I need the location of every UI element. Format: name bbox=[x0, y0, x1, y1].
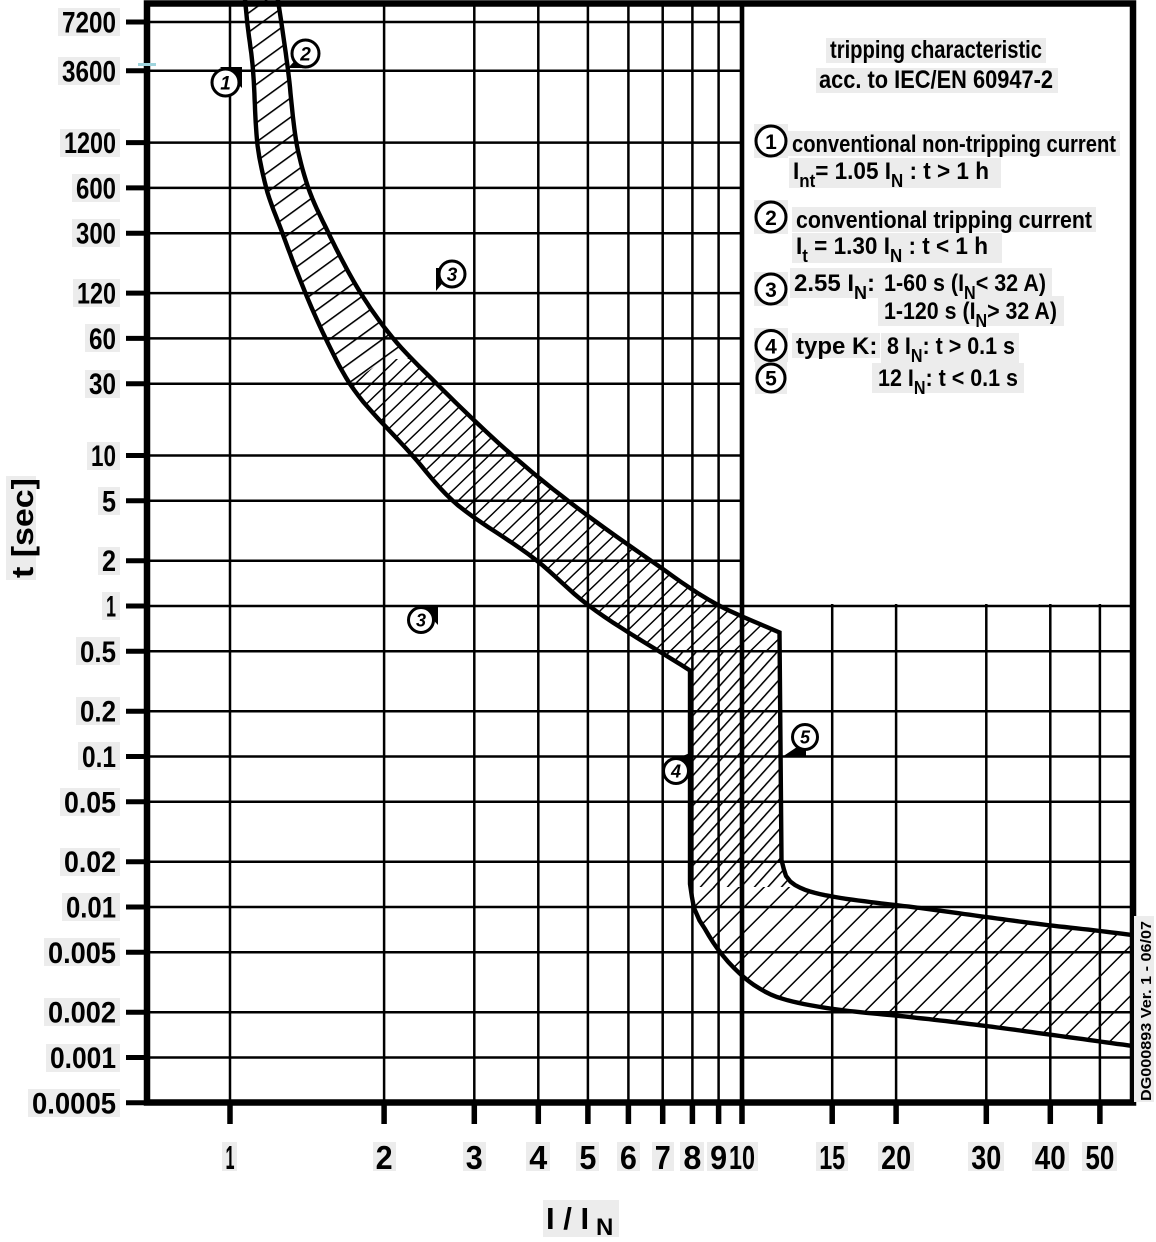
svg-text:30: 30 bbox=[971, 1139, 1001, 1176]
svg-text:conventional tripping current: conventional tripping current bbox=[796, 207, 1092, 234]
svg-text:conventional non-tripping curr: conventional non-tripping current bbox=[792, 131, 1116, 158]
svg-text:DG000893 Ver. 1 - 06/07: DG000893 Ver. 1 - 06/07 bbox=[1138, 921, 1155, 1101]
svg-text:type K:: type K: bbox=[796, 333, 877, 360]
svg-text:0.01: 0.01 bbox=[66, 892, 116, 925]
svg-text:t [sec]: t [sec] bbox=[5, 478, 40, 578]
svg-text:acc. to IEC/EN 60947-2: acc. to IEC/EN 60947-2 bbox=[819, 66, 1053, 94]
svg-text:8: 8 bbox=[683, 1139, 701, 1176]
svg-text:0.2: 0.2 bbox=[80, 696, 116, 729]
svg-text:10: 10 bbox=[729, 1139, 755, 1176]
svg-text:4: 4 bbox=[670, 762, 681, 782]
svg-text:20: 20 bbox=[881, 1139, 911, 1176]
svg-text:30: 30 bbox=[89, 368, 116, 401]
svg-text:3: 3 bbox=[447, 265, 458, 286]
svg-text:0.1: 0.1 bbox=[82, 741, 116, 774]
svg-text:N: N bbox=[596, 1214, 613, 1237]
svg-text:7200: 7200 bbox=[62, 7, 116, 40]
svg-text:2: 2 bbox=[299, 45, 311, 66]
svg-text:3: 3 bbox=[416, 611, 426, 631]
svg-text:1: 1 bbox=[765, 131, 777, 154]
svg-text:9: 9 bbox=[710, 1139, 727, 1176]
svg-text:0.5: 0.5 bbox=[80, 636, 116, 669]
svg-text:15: 15 bbox=[819, 1139, 845, 1176]
svg-text:0.001: 0.001 bbox=[50, 1042, 116, 1075]
svg-text:0.05: 0.05 bbox=[64, 786, 116, 819]
svg-text:10: 10 bbox=[91, 440, 116, 473]
svg-text:0.002: 0.002 bbox=[48, 997, 116, 1030]
svg-text:1200: 1200 bbox=[64, 127, 116, 160]
svg-text:I / I: I / I bbox=[546, 1201, 589, 1236]
svg-text:60: 60 bbox=[89, 323, 116, 356]
svg-text:5: 5 bbox=[800, 728, 811, 748]
svg-text:5: 5 bbox=[102, 485, 116, 518]
svg-text:2: 2 bbox=[765, 207, 777, 230]
svg-text:1: 1 bbox=[226, 1139, 235, 1176]
svg-text:120: 120 bbox=[77, 278, 116, 311]
svg-text:40: 40 bbox=[1035, 1139, 1066, 1176]
svg-text:3600: 3600 bbox=[62, 55, 116, 88]
svg-text:2: 2 bbox=[102, 545, 116, 578]
svg-text:2: 2 bbox=[376, 1139, 393, 1176]
svg-text:300: 300 bbox=[76, 218, 116, 251]
svg-text:600: 600 bbox=[76, 172, 116, 205]
svg-text:0.0005: 0.0005 bbox=[32, 1087, 116, 1120]
svg-text:3: 3 bbox=[765, 279, 777, 302]
svg-text:4: 4 bbox=[529, 1139, 548, 1176]
svg-text:0.02: 0.02 bbox=[64, 846, 116, 879]
svg-text:7: 7 bbox=[655, 1139, 671, 1176]
svg-text:50: 50 bbox=[1085, 1139, 1114, 1176]
svg-text:3: 3 bbox=[466, 1139, 483, 1176]
svg-text:tripping characteristic: tripping characteristic bbox=[830, 36, 1042, 64]
svg-text:5: 5 bbox=[579, 1139, 596, 1176]
svg-text:1: 1 bbox=[220, 74, 231, 95]
svg-text:0.005: 0.005 bbox=[48, 937, 116, 970]
svg-text:4: 4 bbox=[765, 335, 777, 358]
svg-text:5: 5 bbox=[765, 367, 777, 390]
svg-text:6: 6 bbox=[620, 1139, 637, 1176]
svg-text:1: 1 bbox=[106, 591, 116, 624]
